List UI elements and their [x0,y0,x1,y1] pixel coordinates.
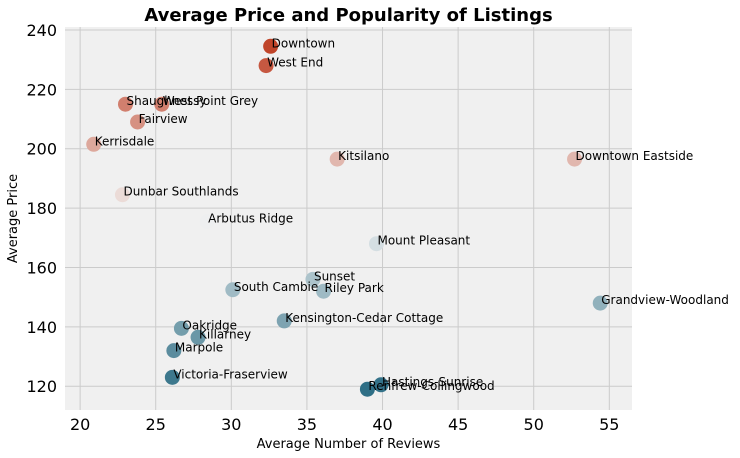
point-label: Fairview [139,112,188,126]
data-point [567,151,583,167]
data-point [276,313,292,329]
data-point [373,377,389,393]
x-axis-title: Average Number of Reviews [257,437,441,452]
data-point [263,38,279,54]
point-label: Downtown Eastside [576,149,694,163]
data-point [164,369,180,385]
point-label: Mount Pleasant [377,234,470,248]
y-tick-label: 180 [26,199,57,218]
x-tick-label: 45 [448,415,468,434]
point-label: Grandview-Woodland [601,293,729,307]
data-point [592,295,608,311]
x-tick-label: 55 [599,415,619,434]
x-tick-label: 35 [297,415,317,434]
data-point [190,329,206,345]
point-label: Shaughnessy [126,94,206,108]
y-tick-label: 240 [26,21,57,40]
point-label: Kitsilano [338,149,389,163]
point-label: West End [267,56,323,70]
point-label: Hastings-Sunrise [382,375,483,389]
data-point [130,114,146,130]
x-tick-label: 25 [146,415,166,434]
point-label: West Point Grey [163,94,258,108]
point-label: Downtown [272,36,335,50]
point-label: Arbutus Ridge [208,211,293,225]
point-label: Dunbar Southlands [123,185,238,199]
x-tick-label: 50 [524,415,544,434]
data-point [359,381,375,397]
y-tick-label: 200 [26,140,57,159]
point-label: Kensington-Cedar Cottage [285,311,443,325]
tick-labels: 20 25 30 35 40 45 50 55 120 140 160 180 200 220 240 [26,21,619,434]
data-point [316,283,332,299]
data-point [173,320,189,336]
point-label: Kerrisdale [95,134,155,148]
point-label: Killarney [199,327,251,341]
x-tick-label: 40 [372,415,392,434]
x-tick-label: 30 [221,415,241,434]
y-tick-label: 140 [26,318,57,337]
data-points [86,38,608,397]
data-point [329,151,345,167]
grid [65,27,632,410]
data-point [166,343,182,359]
data-point [258,58,274,74]
point-label: Riley Park [325,281,384,295]
point-label: Renfrew-Collingwood [368,379,494,393]
point-label: South Cambie [234,280,318,294]
y-axis-title: Average Price [6,174,21,263]
point-label: Victoria-Fraserview [173,367,288,381]
data-point [199,213,215,229]
point-label: Sunset [314,269,355,283]
data-point [305,271,321,287]
chart-title: Average Price and Popularity of Listings [144,5,552,26]
data-point [86,136,102,152]
plot-area [65,27,632,410]
data-point [114,187,130,203]
x-tick-label: 20 [70,415,90,434]
data-point [117,96,133,112]
point-label: Oakridge [182,318,237,332]
y-tick-label: 120 [26,377,57,396]
data-point [225,282,241,298]
data-point [368,236,384,252]
y-tick-label: 220 [26,80,57,99]
y-tick-label: 160 [26,258,57,277]
point-label: Marpole [175,341,223,355]
data-point [154,96,170,112]
